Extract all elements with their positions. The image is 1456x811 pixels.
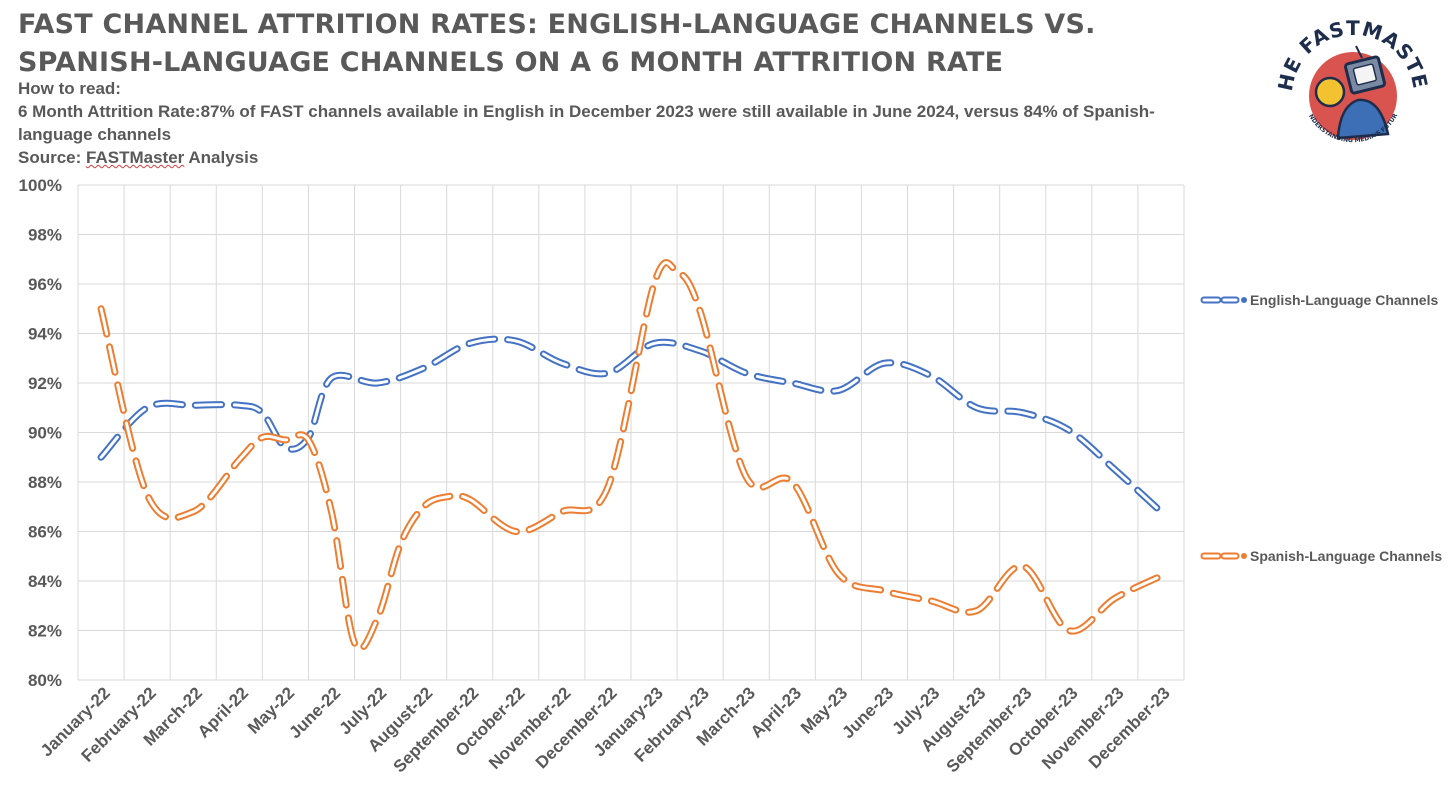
source-name: FASTMaster bbox=[86, 148, 185, 167]
x-tick-label: June-23 bbox=[838, 683, 897, 742]
logo-tv-screen bbox=[1352, 63, 1377, 86]
y-tick-label: 80% bbox=[28, 671, 62, 690]
legend-label-english: English-Language Channels bbox=[1250, 292, 1438, 308]
x-tick-label: December-23 bbox=[1085, 683, 1174, 772]
y-tick-label: 82% bbox=[28, 622, 62, 641]
chart-title: FAST CHANNEL ATTRITION RATES: ENGLISH-LA… bbox=[18, 9, 1096, 78]
y-tick-label: 88% bbox=[28, 473, 62, 492]
y-tick-label: 92% bbox=[28, 374, 62, 393]
y-tick-label: 98% bbox=[28, 226, 62, 245]
legend-marker-spanish bbox=[1241, 553, 1247, 559]
series-line-inner-english bbox=[99, 337, 1163, 514]
y-tick-label: 100% bbox=[19, 176, 62, 195]
source-prefix: Source: bbox=[18, 148, 87, 167]
y-tick-label: 84% bbox=[28, 572, 62, 591]
x-tick-label: December-22 bbox=[532, 683, 621, 772]
legend-label-spanish: Spanish-Language Channels bbox=[1250, 548, 1442, 564]
logo-figure-body bbox=[1336, 98, 1390, 140]
logo-gold-disc bbox=[1314, 76, 1346, 108]
x-tick-label: June-22 bbox=[285, 683, 344, 742]
y-tick-label: 90% bbox=[28, 424, 62, 443]
legend-marker-english bbox=[1241, 297, 1247, 303]
logo-tv-antenna bbox=[1355, 45, 1363, 59]
how-to-read-label: How to read: bbox=[18, 79, 121, 98]
source-suffix: Analysis bbox=[184, 148, 259, 167]
x-tick-label: April-22 bbox=[194, 683, 252, 741]
fastmaster-logo: THE FASTMASTER UNDERSTANDING MEDIA'S FUT… bbox=[1278, 14, 1428, 144]
rate-explanation: 6 Month Attrition Rate:87% of FAST chann… bbox=[18, 102, 1155, 144]
y-tick-label: 94% bbox=[28, 325, 62, 344]
source-line: Source: FASTMaster Analysis bbox=[18, 146, 1178, 169]
y-tick-label: 86% bbox=[28, 523, 62, 542]
series-line-inner-spanish bbox=[99, 261, 1163, 651]
x-tick-label: April-23 bbox=[747, 683, 805, 741]
y-tick-label: 96% bbox=[28, 275, 62, 294]
